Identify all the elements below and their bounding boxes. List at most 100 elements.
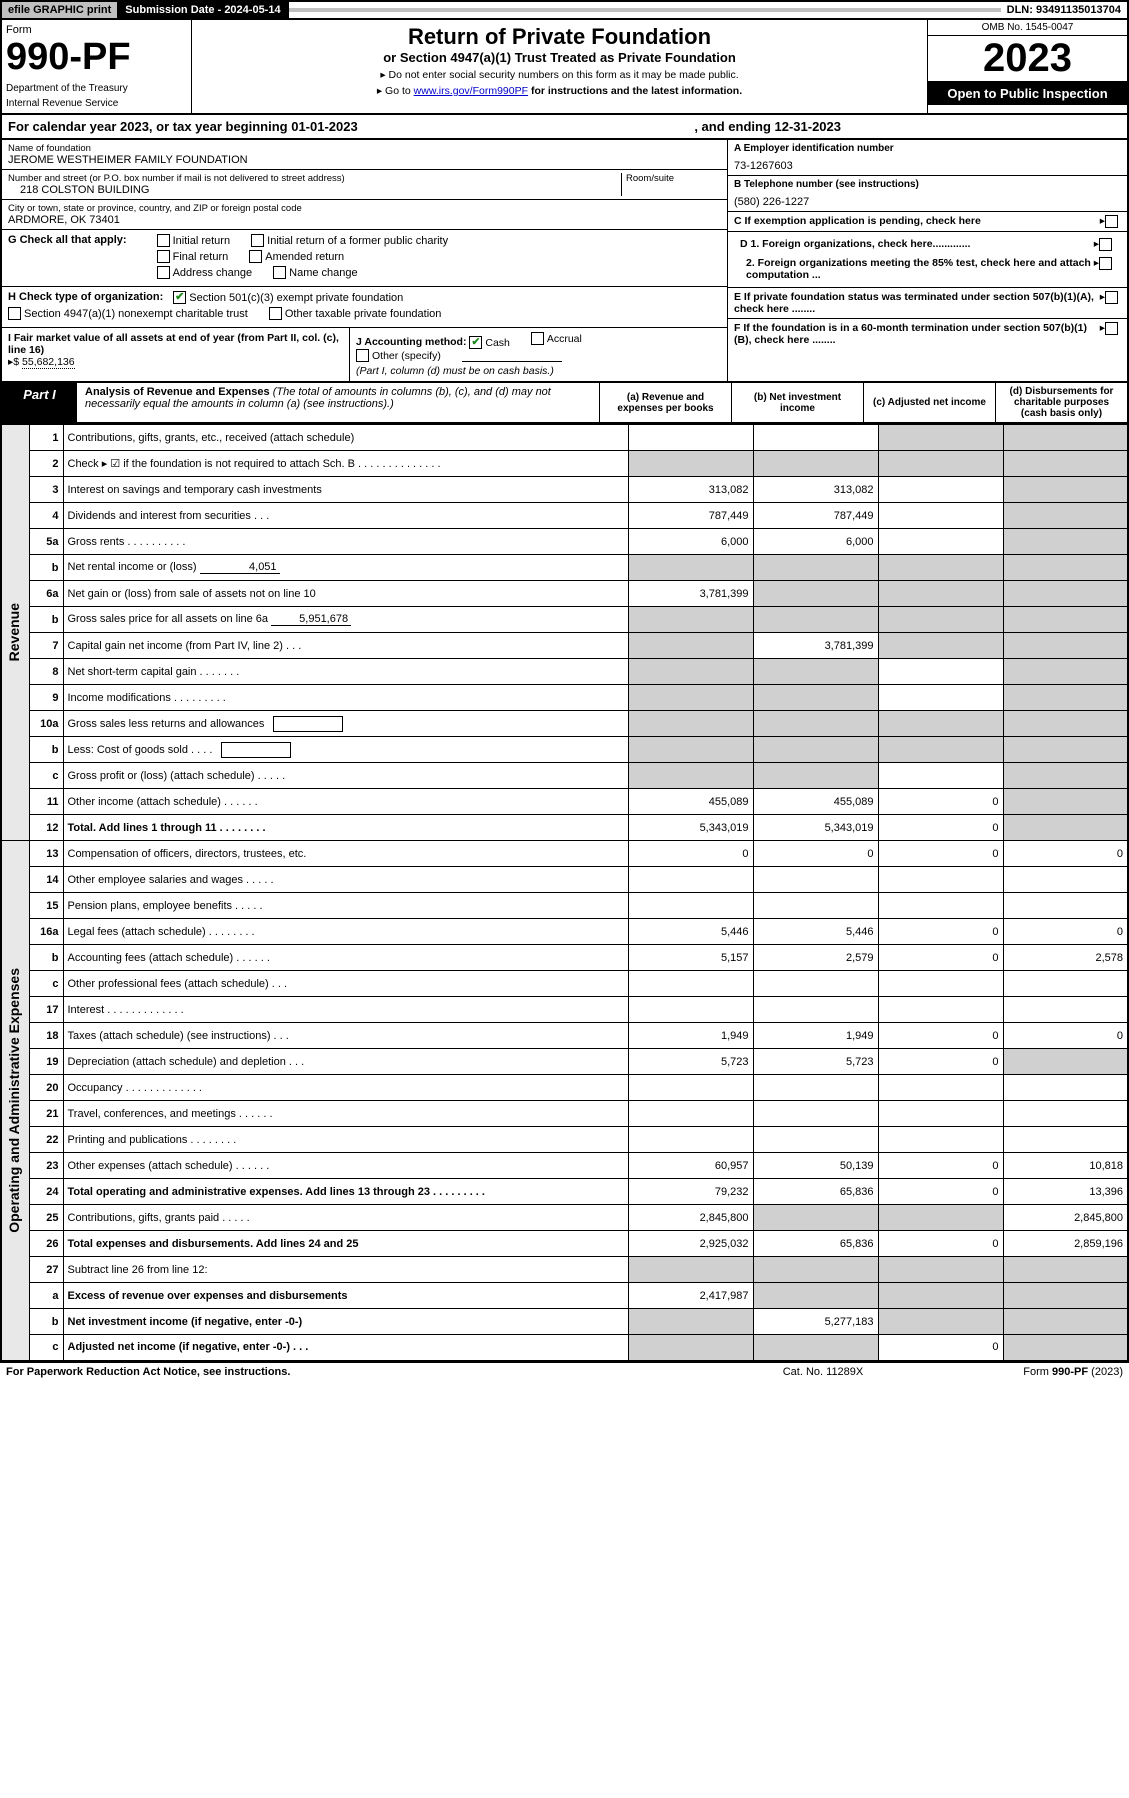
amt-a (628, 659, 753, 685)
amt-c (878, 737, 1003, 763)
amt-b: 5,343,019 (753, 815, 878, 841)
line-label: Contributions, gifts, grants, etc., rece… (63, 425, 628, 451)
amt-c: 0 (878, 1153, 1003, 1179)
line-num: 15 (29, 893, 63, 919)
table-row: 10aGross sales less returns and allowanc… (1, 711, 1128, 737)
chk-initial[interactable] (157, 234, 170, 247)
line-label: Adjusted net income (if negative, enter … (63, 1335, 628, 1361)
ij-row: I Fair market value of all assets at end… (2, 328, 727, 381)
line-num: 24 (29, 1179, 63, 1205)
amt-b (753, 1101, 878, 1127)
efile-label[interactable]: efile GRAPHIC print (2, 2, 119, 18)
amt-b: 2,579 (753, 945, 878, 971)
chk-name[interactable] (273, 266, 286, 279)
chk-501c3[interactable]: ✔ (173, 291, 186, 304)
line-label: Other employee salaries and wages . . . … (63, 867, 628, 893)
amt-a: 5,723 (628, 1049, 753, 1075)
footer: For Paperwork Reduction Act Notice, see … (0, 1362, 1129, 1381)
amt-a: 455,089 (628, 789, 753, 815)
amt-a (628, 451, 753, 477)
line-label: Travel, conferences, and meetings . . . … (63, 1101, 628, 1127)
chk-c[interactable] (1105, 215, 1118, 228)
chk-cash[interactable]: ✔ (469, 336, 482, 349)
revenue-label: Revenue (6, 603, 22, 661)
line-num: 13 (29, 841, 63, 867)
table-row: Operating and Administrative Expenses13C… (1, 841, 1128, 867)
table-row: 8Net short-term capital gain . . . . . .… (1, 659, 1128, 685)
table-row: aExcess of revenue over expenses and dis… (1, 1283, 1128, 1309)
amt-d (1003, 711, 1128, 737)
line-label: Printing and publications . . . . . . . … (63, 1127, 628, 1153)
amt-c (878, 1075, 1003, 1101)
amt-c: 0 (878, 815, 1003, 841)
amt-d (1003, 971, 1128, 997)
table-row: 26Total expenses and disbursements. Add … (1, 1231, 1128, 1257)
table-row: Revenue1Contributions, gifts, grants, et… (1, 425, 1128, 451)
line-label: Taxes (attach schedule) (see instruction… (63, 1023, 628, 1049)
table-row: 6aNet gain or (loss) from sale of assets… (1, 581, 1128, 607)
amt-d (1003, 451, 1128, 477)
f-item: F If the foundation is in a 60-month ter… (728, 319, 1127, 381)
line-label: Net gain or (loss) from sale of assets n… (63, 581, 628, 607)
amt-a (628, 867, 753, 893)
amt-b: 65,836 (753, 1231, 878, 1257)
chk-final[interactable] (157, 250, 170, 263)
line-label: Other income (attach schedule) . . . . .… (63, 789, 628, 815)
chk-f[interactable] (1105, 322, 1118, 335)
amt-d (1003, 1257, 1128, 1283)
line-num: 18 (29, 1023, 63, 1049)
e-item: E If private foundation status was termi… (728, 288, 1127, 319)
dln: DLN: 93491135013704 (1001, 2, 1127, 18)
line-label: Interest . . . . . . . . . . . . . (63, 997, 628, 1023)
line-num: b (29, 1309, 63, 1335)
line-label: Subtract line 26 from line 12: (63, 1257, 628, 1283)
chk-amended[interactable] (249, 250, 262, 263)
amt-a (628, 633, 753, 659)
amt-a (628, 555, 753, 581)
line-num: a (29, 1283, 63, 1309)
chk-4947[interactable] (8, 307, 21, 320)
chk-accrual[interactable] (531, 332, 544, 345)
amt-a: 5,446 (628, 919, 753, 945)
amt-d (1003, 815, 1128, 841)
line-label: Compensation of officers, directors, tru… (63, 841, 628, 867)
table-row: 19Depreciation (attach schedule) and dep… (1, 1049, 1128, 1075)
form-link[interactable]: www.irs.gov/Form990PF (414, 85, 528, 97)
line-num: 9 (29, 685, 63, 711)
amt-c (878, 529, 1003, 555)
amt-c (878, 1101, 1003, 1127)
line-label: Total expenses and disbursements. Add li… (63, 1231, 628, 1257)
line-num: 23 (29, 1153, 63, 1179)
amt-d (1003, 659, 1128, 685)
line-label: Depreciation (attach schedule) and deple… (63, 1049, 628, 1075)
form-header: Form 990-PF Department of the Treasury I… (0, 20, 1129, 115)
amt-b (753, 581, 878, 607)
chk-initial-former[interactable] (251, 234, 264, 247)
irs-label: Internal Revenue Service (6, 98, 187, 109)
amt-c: 0 (878, 945, 1003, 971)
d-item: D 1. Foreign organizations, check here..… (728, 232, 1127, 288)
omb-number: OMB No. 1545-0047 (928, 20, 1127, 36)
amt-c (878, 633, 1003, 659)
amt-c (878, 555, 1003, 581)
table-row: 16aLegal fees (attach schedule) . . . . … (1, 919, 1128, 945)
amt-a (628, 425, 753, 451)
chk-address[interactable] (157, 266, 170, 279)
line-num: 14 (29, 867, 63, 893)
line-label: Occupancy . . . . . . . . . . . . . (63, 1075, 628, 1101)
chk-e[interactable] (1105, 291, 1118, 304)
chk-other-method[interactable] (356, 349, 369, 362)
table-row: 21Travel, conferences, and meetings . . … (1, 1101, 1128, 1127)
chk-d1[interactable] (1099, 238, 1112, 251)
chk-other-tax[interactable] (269, 307, 282, 320)
table-row: 17Interest . . . . . . . . . . . . . (1, 997, 1128, 1023)
line-label: Gross sales less returns and allowances (63, 711, 628, 737)
amt-d: 0 (1003, 919, 1128, 945)
table-row: 27Subtract line 26 from line 12: (1, 1257, 1128, 1283)
form-subtitle: or Section 4947(a)(1) Trust Treated as P… (200, 50, 919, 65)
table-row: 7Capital gain net income (from Part IV, … (1, 633, 1128, 659)
chk-d2[interactable] (1099, 257, 1112, 270)
amt-c (878, 763, 1003, 789)
amt-d: 13,396 (1003, 1179, 1128, 1205)
amt-c (878, 997, 1003, 1023)
